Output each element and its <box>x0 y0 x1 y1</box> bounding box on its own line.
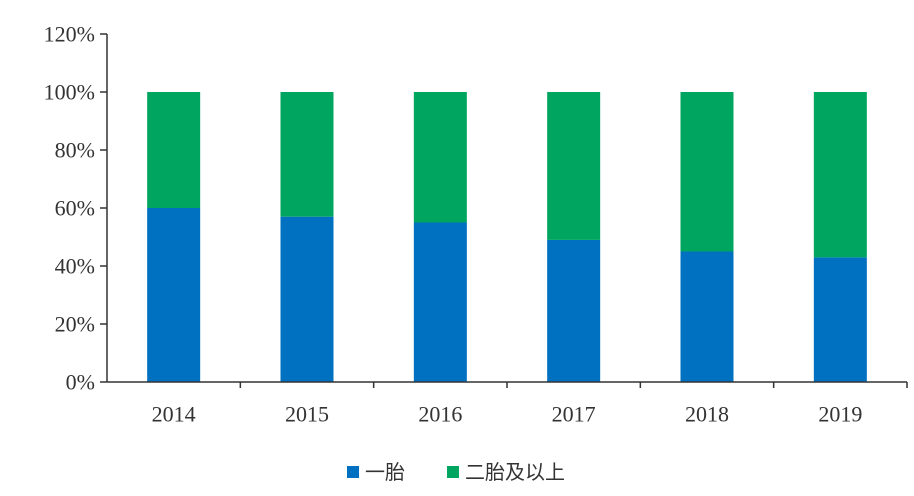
x-tick-label: 2015 <box>285 402 329 427</box>
x-tick-label: 2019 <box>818 402 862 427</box>
bar-second-plus-2015 <box>280 92 334 217</box>
y-tick-label: 40% <box>55 254 95 279</box>
bar-second-plus-2014 <box>147 92 201 208</box>
bar-second-plus-2018 <box>680 92 734 252</box>
bar-second-plus-2017 <box>547 92 601 240</box>
legend-swatch <box>447 466 459 478</box>
x-axis-ticks: 2014 2015 2016 2017 2018 2019 <box>152 382 908 427</box>
y-tick-label: 20% <box>55 312 95 337</box>
bar-second-plus-2019 <box>813 92 867 258</box>
x-tick-label: 2018 <box>685 402 729 427</box>
x-tick-label: 2016 <box>418 402 462 427</box>
bar-first-child-2014 <box>147 208 201 382</box>
x-tick-label: 2014 <box>152 402 196 427</box>
bar-first-child-2017 <box>547 239 601 382</box>
bar-first-child-2016 <box>413 222 467 382</box>
legend-label: 一胎 <box>365 460 405 484</box>
y-tick-label: 100% <box>44 80 95 105</box>
bars <box>147 92 867 382</box>
legend-label: 二胎及以上 <box>465 460 565 484</box>
bar-first-child-2019 <box>813 257 867 382</box>
y-tick-label: 80% <box>55 138 95 163</box>
bar-first-child-2018 <box>680 251 734 382</box>
legend: 一胎 二胎及以上 <box>347 460 565 484</box>
y-tick-label: 0% <box>66 370 95 395</box>
bar-second-plus-2016 <box>413 92 467 223</box>
bar-first-child-2015 <box>280 216 334 382</box>
y-axis-ticks: 0% 20% 40% 60% 80% 100% 120% <box>44 22 107 395</box>
x-tick-label: 2017 <box>552 402 596 427</box>
legend-swatch <box>347 466 359 478</box>
y-tick-label: 120% <box>44 22 95 47</box>
y-tick-label: 60% <box>55 196 95 221</box>
